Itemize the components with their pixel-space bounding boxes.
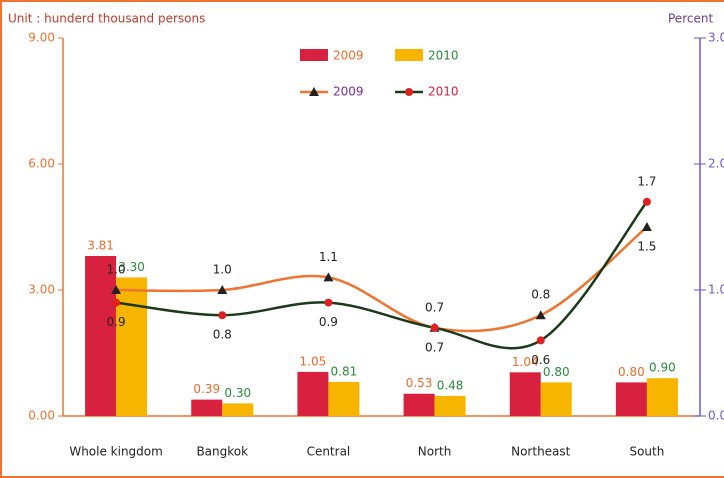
bar-label: 0.90 [649,361,676,375]
legend-label: 2009 [333,49,364,63]
line [115,201,648,350]
bar-label: 3.81 [87,238,114,252]
legend-swatch [395,49,423,61]
bar [403,393,435,416]
bar-label: 0.48 [437,378,464,392]
y2-tick-label: 3.0 [708,31,724,45]
marker [641,222,652,231]
bar [85,255,117,416]
marker [111,285,122,294]
bar [191,399,223,416]
bar [615,382,647,416]
line-label: 1.7 [637,174,656,188]
line [116,226,648,333]
legend-swatch [300,49,328,61]
marker [430,323,439,332]
line-label: 0.9 [319,315,338,329]
bar-label: 0.80 [618,365,645,379]
x-tick-label: Bangkok [196,445,248,459]
bar-label: 0.81 [331,364,358,378]
y-tick-label: 9.00 [28,31,55,45]
bar-label: 0.30 [224,386,251,400]
bar-label: 0.80 [543,365,570,379]
line-label: 1.0 [213,263,232,277]
x-tick-label: Central [307,445,351,459]
bar-label: 0.39 [193,382,220,396]
bar-label: 1.04 [512,355,539,369]
y-tick-label: 0.00 [28,409,55,423]
legend-marker [405,88,413,96]
x-tick-label: Northeast [511,445,571,459]
line-label: 0.9 [107,315,126,329]
line-label: 0.7 [425,340,444,354]
bar [222,403,254,416]
line-label: 0.8 [213,328,232,342]
y2-tick-label: 2.0 [708,157,724,171]
marker [324,298,333,307]
line-label: 1.5 [637,240,656,254]
x-tick-label: Whole kingdom [69,445,163,459]
bar [116,277,148,416]
marker [218,311,227,320]
bar-label: 3.30 [118,260,145,274]
legend-label: 2010 [428,49,459,63]
legend-marker [309,87,319,96]
legend-label: 2010 [428,85,459,99]
marker [217,285,228,294]
bar [328,381,360,416]
line-label: 0.8 [531,288,550,302]
x-tick-label: South [629,445,664,459]
line-label: 1.0 [107,263,126,277]
y-tick-label: 3.00 [28,283,55,297]
line-label: 0.6 [531,353,550,367]
marker [536,336,545,345]
bar [646,378,678,416]
marker [535,310,546,320]
bar [297,371,329,416]
y2-tick-label: 1.0 [708,283,724,297]
bar-label: 0.53 [406,376,433,390]
y2-axis-label: Percent [668,12,713,26]
x-tick-label: North [418,445,452,459]
y2-tick-label: 0.0 [708,409,724,423]
y-tick-label: 6.00 [28,157,55,171]
y-axis-label: Unit : hunderd thousand persons [8,12,205,26]
legend-label: 2009 [333,85,364,99]
bar [540,382,572,416]
bar [509,372,541,416]
marker [112,298,121,307]
bar-label: 1.05 [300,354,327,368]
line-label: 1.1 [319,250,338,264]
line-label: 0.7 [425,300,444,314]
bar [434,395,466,416]
marker [323,272,334,282]
marker [642,197,651,206]
